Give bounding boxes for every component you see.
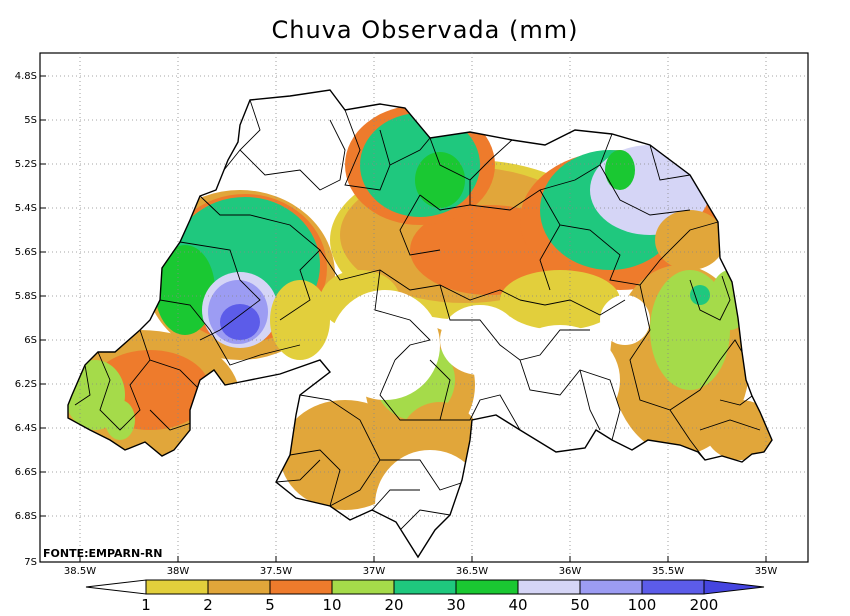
legend-label: 2 (203, 596, 213, 614)
legend-label: 100 (628, 596, 657, 614)
legend-swatch-below (85, 579, 147, 595)
legend-label: 1 (141, 596, 151, 614)
map-title: Chuva Observada (mm) (271, 16, 579, 44)
y-tick-label: 5.8S (15, 291, 37, 302)
y-tick-label: 6.6S (15, 467, 37, 478)
legend-label: 20 (384, 596, 403, 614)
x-tick-label: 36.5W (456, 566, 488, 577)
color-legend: 1 2 5 10 20 30 40 50 100 200 (85, 579, 765, 614)
legend-label: 10 (322, 596, 341, 614)
legend-label: 5 (265, 596, 275, 614)
legend-swatch (145, 579, 209, 595)
y-tick-label: 4.8S (15, 71, 37, 82)
legend-swatch (641, 579, 705, 595)
legend-swatch (331, 579, 395, 595)
x-tick-label: 37.5W (260, 566, 292, 577)
legend-label: 40 (508, 596, 527, 614)
y-tick-label: 6.2S (15, 379, 37, 390)
legend-swatch (579, 579, 643, 595)
x-tick-label: 37W (363, 566, 386, 577)
y-tick-label: 6.8S (15, 511, 37, 522)
legend-label: 200 (690, 596, 719, 614)
y-tick-label: 6S (24, 335, 37, 346)
legend-label: 30 (446, 596, 465, 614)
y-tick-label: 5.2S (15, 159, 37, 170)
y-tick-label: 5.4S (15, 203, 37, 214)
graticule (40, 53, 808, 562)
legend-swatch (269, 579, 333, 595)
y-tick-label: 7S (24, 557, 37, 568)
source-label: FONTE:EMPARN-RN (43, 547, 162, 560)
legend-label: 50 (570, 596, 589, 614)
legend-swatch (517, 579, 581, 595)
legend-swatch (393, 579, 457, 595)
axis-ticks (40, 75, 767, 562)
x-tick-label: 38W (167, 566, 190, 577)
legend-swatch (455, 579, 519, 595)
legend-swatch-above (703, 579, 765, 595)
x-tick-label: 35W (755, 566, 778, 577)
y-tick-label: 6.4S (15, 423, 37, 434)
y-tick-label: 5S (24, 115, 37, 126)
legend-swatch (207, 579, 271, 595)
x-tick-label: 36W (559, 566, 582, 577)
x-tick-label: 38.5W (64, 566, 96, 577)
x-tick-label: 35.5W (652, 566, 684, 577)
y-tick-label: 5.6S (15, 247, 37, 258)
